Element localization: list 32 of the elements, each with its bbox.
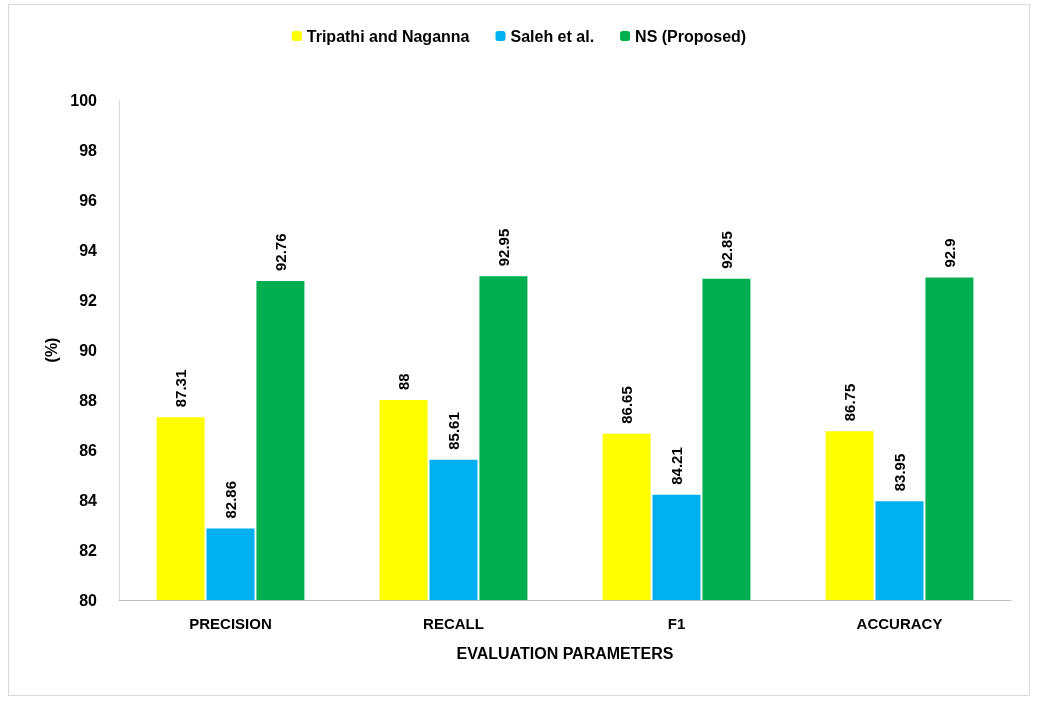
legend-label: NS (Proposed) <box>635 27 747 45</box>
x-tick-label: RECALL <box>423 615 484 632</box>
y-tick-label: 92 <box>79 291 98 309</box>
data-label: 92.95 <box>494 228 512 267</box>
legend-label: Tripathi and Naganna <box>306 27 470 45</box>
data-label: 92.85 <box>717 231 735 269</box>
y-tick-label: 100 <box>70 91 98 109</box>
data-label: 92.9 <box>940 238 958 268</box>
y-tick-label: 84 <box>79 491 98 509</box>
data-label: 82.86 <box>222 480 239 519</box>
data-label: 88 <box>395 373 413 390</box>
data-label: 92.76 <box>271 233 289 271</box>
x-axis-title: EVALUATION PARAMETERS <box>456 644 674 662</box>
y-tick-label: 96 <box>79 191 98 209</box>
x-tick-label: PRECISION <box>189 615 272 632</box>
data-label: 83.95 <box>891 453 908 492</box>
y-axis-title: (%) <box>42 337 60 363</box>
data-label: 86.65 <box>618 386 636 424</box>
y-tick-label: 88 <box>79 391 98 409</box>
y-tick-label: 98 <box>79 141 98 159</box>
legend-label: Saleh et al. <box>510 27 595 45</box>
y-tick-label: 82 <box>79 541 98 559</box>
y-tick-label: 94 <box>79 241 98 259</box>
x-tick-label: ACCURACY <box>856 615 943 632</box>
data-label: 87.31 <box>172 369 190 408</box>
x-tick-label: F1 <box>667 615 686 632</box>
y-tick-label: 80 <box>79 591 98 609</box>
data-label: 84.21 <box>668 447 685 485</box>
data-label: 86.75 <box>841 383 859 422</box>
y-tick-label: 90 <box>79 341 98 359</box>
data-label: 85.61 <box>445 412 462 450</box>
y-tick-label: 86 <box>79 441 98 459</box>
